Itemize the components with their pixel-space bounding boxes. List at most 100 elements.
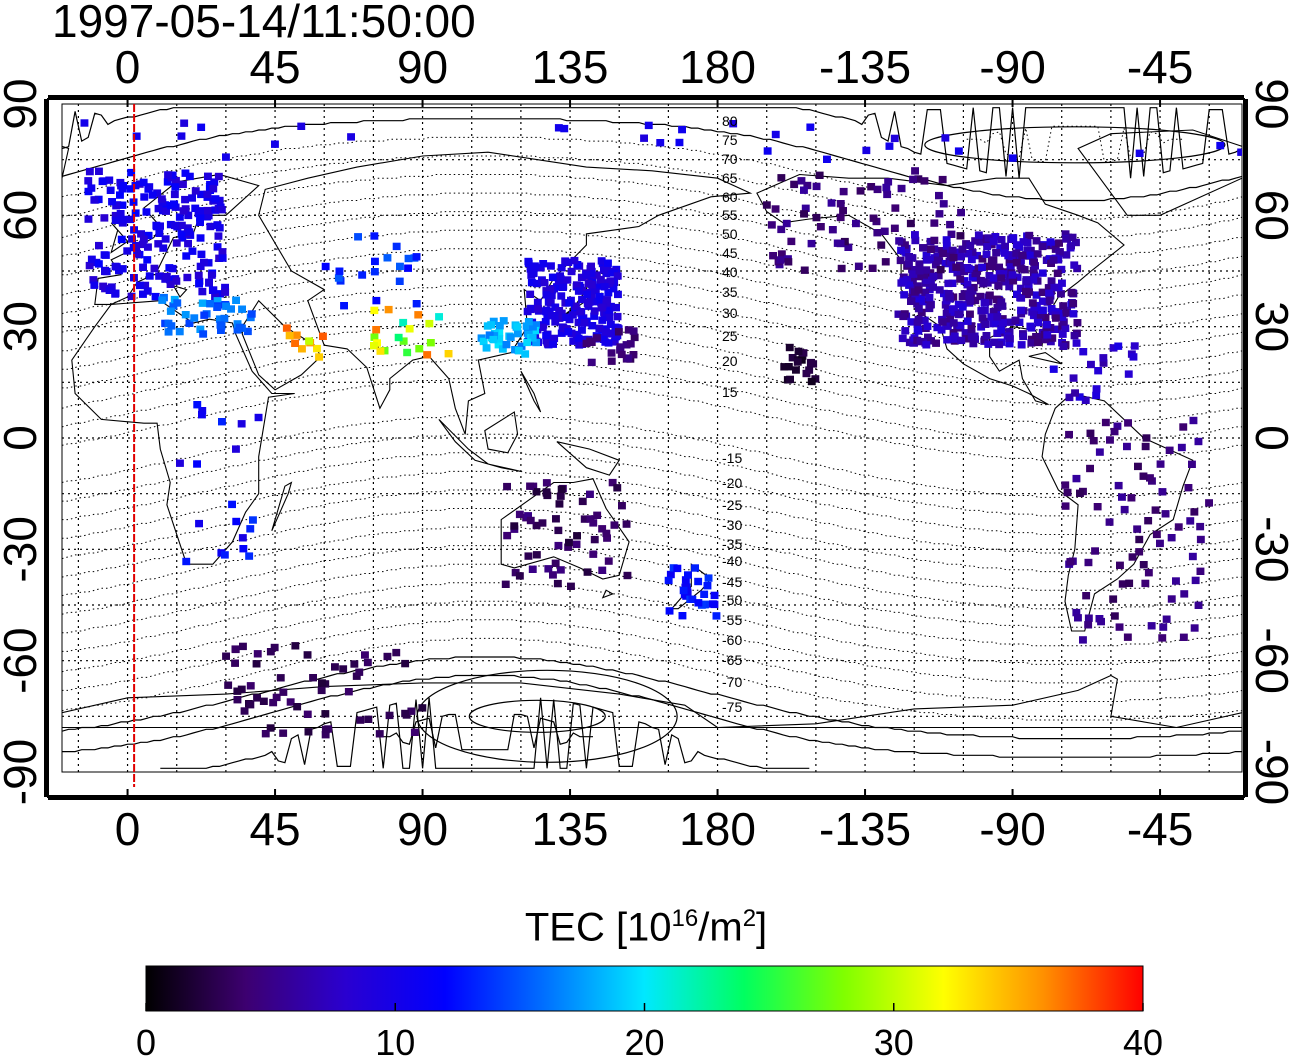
tec-cell	[291, 339, 299, 347]
contour-label: 75	[722, 132, 738, 148]
tec-cell	[90, 281, 99, 289]
tec-cell	[384, 305, 393, 314]
contour-line	[62, 619, 1242, 702]
tec-cell	[162, 207, 170, 215]
tec-cell	[215, 196, 224, 205]
tec-cell	[592, 271, 601, 279]
bottom-lon-tick-label: 135	[532, 803, 609, 855]
tec-cell	[1029, 266, 1038, 274]
tec-cell	[777, 225, 786, 234]
tec-cell	[899, 312, 908, 321]
tec-cell	[1071, 389, 1079, 397]
tec-cell	[592, 334, 601, 342]
colorbar-tick-label: 0	[136, 1022, 156, 1057]
tec-cell	[526, 482, 534, 490]
contour-line	[62, 136, 1242, 220]
contour-line	[62, 415, 1242, 498]
contour-label: 40	[722, 264, 738, 280]
tec-cell	[673, 564, 682, 573]
tec-cell	[1062, 235, 1071, 243]
contour-label: 35	[722, 284, 738, 300]
tec-cell	[923, 322, 932, 330]
tec-cell	[623, 571, 632, 580]
tec-cell	[136, 281, 144, 290]
tec-cell	[403, 348, 412, 357]
tec-cell	[565, 299, 574, 307]
tec-cell	[126, 215, 135, 224]
tec-cell	[1174, 523, 1183, 531]
tec-cell	[157, 195, 166, 203]
left-lat-tick-label: 60	[0, 190, 46, 241]
tec-cell	[1082, 592, 1091, 600]
tec-cell	[191, 187, 200, 195]
tec-cell	[303, 710, 312, 718]
tec-cell	[1005, 328, 1014, 336]
tec-cell	[111, 211, 120, 220]
tec-cell	[684, 571, 692, 579]
tec-cell	[960, 267, 969, 276]
tec-cell	[198, 299, 207, 307]
tec-cell	[1186, 517, 1195, 525]
tec-cell	[313, 344, 321, 353]
tec-cell	[233, 687, 242, 695]
tec-cell	[375, 730, 384, 738]
tec-cell	[489, 335, 498, 344]
tec-cell	[607, 330, 616, 338]
tec-cell	[151, 292, 160, 301]
contour-line	[62, 545, 1242, 628]
contour-labels: 80 75 70 65 60 55 50 45 40 35 30 25 20 15 -15 -20 -25 -30…	[722, 113, 742, 715]
tec-cell	[987, 313, 996, 321]
tec-cell	[992, 249, 1001, 257]
tec-cell	[977, 307, 986, 315]
tec-cell	[914, 304, 923, 313]
tec-cell	[282, 324, 291, 332]
tec-cell	[139, 235, 148, 243]
tec-cell	[1180, 590, 1189, 598]
tec-cell	[178, 234, 187, 242]
tec-cell	[604, 259, 612, 267]
tec-cell	[193, 401, 202, 409]
tec-cell	[1109, 595, 1118, 603]
tec-cell	[1086, 429, 1095, 437]
tec-cell	[1034, 318, 1043, 327]
tec-cell	[1038, 242, 1047, 251]
tec-cell	[1043, 331, 1052, 339]
tec-cell	[916, 337, 925, 346]
tec-cell	[1162, 615, 1171, 623]
tec-cell	[1144, 569, 1153, 577]
tec-cell	[862, 146, 871, 155]
tec-cell	[220, 314, 229, 323]
tec-cell	[622, 341, 631, 349]
tec-cell	[185, 319, 194, 327]
tec-cell	[839, 187, 848, 196]
tec-cell	[414, 311, 423, 319]
tec-cell	[1144, 517, 1153, 525]
tec-cell	[587, 338, 596, 346]
tec-cell	[181, 195, 189, 204]
tec-cell	[531, 262, 539, 270]
tec-cell	[978, 263, 986, 272]
tec-cell	[1017, 341, 1026, 349]
tec-cell	[1084, 621, 1093, 629]
tec-cell	[608, 478, 617, 487]
tec-cell	[583, 299, 592, 308]
tec-cell	[998, 302, 1007, 310]
left-lat-tick-label: -60	[0, 627, 46, 693]
tec-cell	[1188, 552, 1197, 561]
tec-cell	[112, 202, 121, 210]
tec-cell	[873, 185, 882, 194]
tec-cell	[200, 258, 208, 267]
tec-cell	[816, 223, 825, 231]
tec-cell	[132, 243, 140, 251]
tec-cell	[554, 277, 563, 285]
tec-cell	[908, 276, 917, 284]
tec-cell	[797, 177, 806, 185]
tec-cell	[203, 190, 212, 198]
tec-cell	[963, 317, 972, 325]
tec-cell	[246, 682, 255, 690]
tec-cell	[1167, 534, 1176, 542]
tec-cell	[1118, 493, 1126, 501]
tec-cell	[239, 545, 248, 553]
tec-cell	[1110, 612, 1119, 620]
tec-cell	[215, 315, 224, 323]
